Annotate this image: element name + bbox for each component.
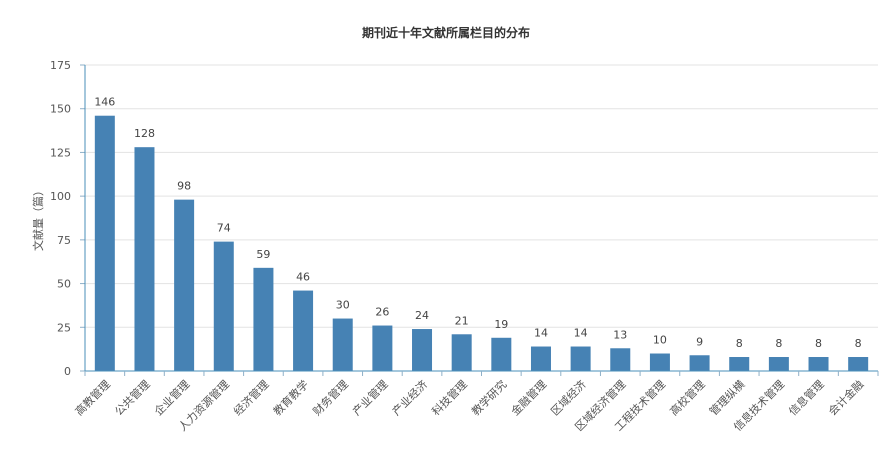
- x-tick-label: 公共管理: [112, 377, 153, 418]
- gridlines: [85, 64, 878, 328]
- x-tick-label: 经济管理: [231, 377, 272, 418]
- x-tick-label: 企业管理: [151, 377, 192, 418]
- x-tick-label: 高校管理: [667, 377, 708, 418]
- y-axis: 0 25 50 75 100 125 150 175: [50, 59, 86, 378]
- x-tick-label: 区域经济: [548, 377, 589, 418]
- data-label: 74: [217, 222, 231, 235]
- data-label: 26: [375, 306, 389, 319]
- bar: [649, 353, 670, 371]
- y-axis-label: 文献量（篇）: [31, 185, 45, 251]
- data-label: 13: [613, 328, 627, 341]
- bar: [174, 199, 195, 371]
- data-label: 128: [134, 127, 155, 140]
- y-tick-label: 75: [57, 234, 71, 247]
- bar: [530, 346, 551, 371]
- x-tick-label: 产业经济: [389, 377, 430, 418]
- x-tick-label: 教学研究: [468, 377, 509, 418]
- bar: [253, 267, 274, 371]
- x-tick-label: 教育教学: [270, 377, 311, 418]
- data-label: 146: [94, 96, 115, 109]
- data-label: 46: [296, 271, 310, 284]
- y-tick-label: 50: [57, 278, 71, 291]
- bar: [729, 357, 750, 371]
- bar: [768, 357, 789, 371]
- bar: [491, 337, 512, 371]
- bar: [213, 241, 234, 371]
- data-label: 19: [494, 318, 508, 331]
- y-tick-label: 150: [50, 103, 71, 116]
- y-tick-label: 25: [57, 321, 71, 334]
- bar: [332, 318, 353, 371]
- data-label: 8: [736, 337, 743, 350]
- data-label: 9: [696, 335, 703, 348]
- x-tick-label: 财务管理: [310, 377, 351, 418]
- data-label: 14: [534, 327, 548, 340]
- data-label: 59: [256, 248, 270, 261]
- bar: [412, 329, 433, 371]
- bar: [689, 355, 710, 371]
- bar: [134, 147, 155, 371]
- y-tick-label: 0: [64, 365, 71, 378]
- chart-title: 期刊近十年文献所属栏目的分布: [361, 26, 530, 40]
- x-tick-label: 信息管理: [786, 377, 827, 418]
- bar: [372, 325, 393, 371]
- data-label: 8: [775, 337, 782, 350]
- data-label: 8: [815, 337, 822, 350]
- data-label: 98: [177, 180, 191, 193]
- x-tick-label: 金融管理: [508, 377, 549, 418]
- bar: [848, 357, 869, 371]
- bar: [808, 357, 829, 371]
- bars: [94, 115, 869, 371]
- y-tick-label: 125: [50, 146, 71, 159]
- data-label: 30: [336, 299, 350, 312]
- bar: [94, 115, 115, 371]
- data-label: 10: [653, 334, 667, 347]
- bar: [610, 348, 631, 371]
- x-tick-label: 产业管理: [349, 377, 390, 418]
- data-label: 21: [455, 314, 469, 327]
- x-tick-label: 会计金融: [825, 377, 866, 418]
- x-tick-label: 高教管理: [72, 377, 113, 418]
- x-tick-label: 管理纵横: [706, 377, 747, 418]
- data-label: 8: [855, 337, 862, 350]
- data-label: 14: [574, 327, 588, 340]
- x-tick-label: 科技管理: [429, 377, 470, 418]
- y-tick-label: 100: [50, 190, 71, 203]
- y-tick-label: 175: [50, 59, 71, 72]
- data-label: 24: [415, 309, 429, 322]
- bar: [293, 290, 314, 371]
- bar: [570, 346, 591, 371]
- bar: [451, 334, 472, 371]
